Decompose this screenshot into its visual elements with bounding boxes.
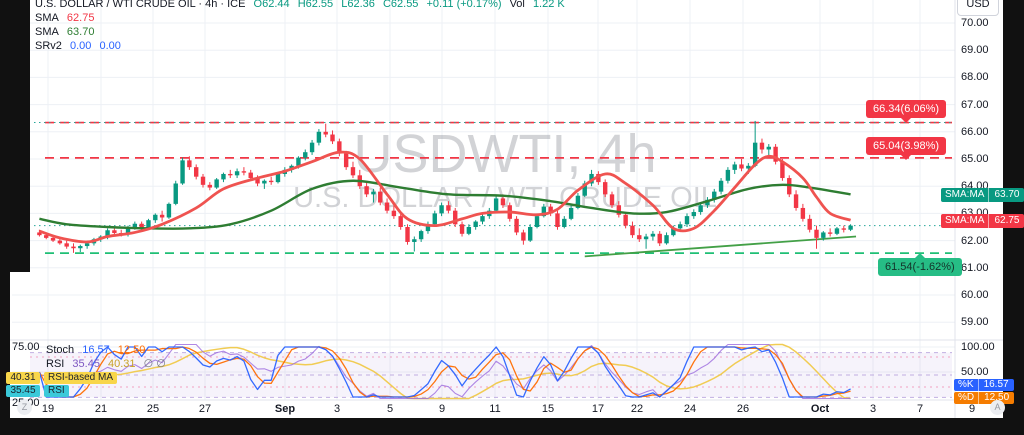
stoch-k-value: 16.57 [82,344,110,356]
axis-label: 50.00 [961,366,989,378]
time-axis-label: 27 [198,403,212,415]
sma-slow-axis-badge: SMA:MA 63.70 [941,188,1024,202]
time-axis-label: 7 [916,403,924,415]
badge-label: SMA:MA [945,215,985,226]
stoch-k-axis-badge: %K 16.57 [954,379,1014,391]
rsi-ma-left-axis-badge: 40.31 [6,372,40,384]
volume-value: 1.22 K [532,0,565,10]
trendline[interactable] [584,235,857,258]
sma-fast-label: SMA [35,12,59,24]
rsi-legend-row[interactable]: RSI 35.45 40.31 ∅ ∅ [46,357,171,370]
time-axis-label: 15 [541,403,555,415]
rsi-line [39,343,851,400]
axis-label: 100.00 [961,341,995,353]
time-axis-label: 17 [591,403,605,415]
price-level-text: 65.04(3.98%) [873,140,940,152]
rsi-hidden-bands: ∅ ∅ [143,358,166,370]
stoch-d-axis-badge: %D 12.50 [954,392,1015,404]
time-axis-label: 11 [489,403,501,415]
ohlc-open: O62.44 [253,0,290,10]
time-axis-label: 26 [736,403,750,415]
rsi-line-label: RSI [44,385,69,397]
stoch-d-value: 12.50 [117,344,146,356]
stoch-k-line [38,346,851,398]
srv2-label: SRv2 [35,40,62,52]
price-level-badge-lower: 61.54(-1.62%) [878,253,962,276]
sma-slow-value: 63.70 [66,26,95,38]
sma-fast-axis-badge: SMA:MA 62.75 [941,214,1024,228]
time-axis-label: 3 [333,403,341,415]
badge-value: 16.57 [977,379,1014,391]
badge-value: 12.50 [978,392,1014,404]
badge-label: %K [958,379,974,390]
axis-label: 69.00 [961,44,989,57]
axis-label: 59.00 [961,316,989,329]
symbol-title: U.S. DOLLAR / WTI CRUDE OIL · 4h · ICE [35,0,246,10]
frame [0,418,1024,435]
time-axis-label: 25 [146,403,160,415]
change-value: +0.11 (+0.17%) [426,0,502,10]
sma-slow-label: SMA [35,26,59,38]
badge-label: SMA:MA [945,189,985,200]
auto-scale-button[interactable]: A [990,400,1005,415]
rsi-label: RSI [46,358,65,370]
sma-fast-value: 62.75 [66,12,95,24]
symbol-legend: U.S. DOLLAR / WTI CRUDE OIL · 4h · ICE O… [35,0,570,53]
stoch-label: Stoch [46,344,75,356]
price-level-text: 61.54(-1.62%) [885,261,955,273]
time-axis-label: 9 [968,403,976,415]
rsi-left-axis-badge: 35.45 [6,385,40,397]
frame [10,0,30,272]
badge-label: %D [958,392,975,403]
axis-label: 75.00 [12,341,40,353]
srv2-value-2: 0.00 [99,40,121,52]
badge-value: 62.75 [988,214,1024,228]
ohlc-close: C62.55 [382,0,419,10]
axis-label: 70.00 [961,17,989,29]
price-level-text: 66.34(6.06%) [873,103,940,115]
time-axis-label: Oct [810,403,830,415]
badge-value: 63.70 [988,188,1024,202]
time-axis-label: 19 [41,403,55,415]
rsi-ma-line [39,343,851,400]
time-axis-label: 9 [438,403,446,415]
time-axis-label: 24 [683,403,697,415]
axis-label: 62.00 [961,234,989,247]
axis-label: 68.00 [961,71,989,84]
sma-slow-line[interactable] [39,179,851,230]
rsi-ma-value: 40.31 [108,358,136,370]
rsi-value: 35.45 [72,358,100,370]
sma-slow-legend-row[interactable]: SMA 63.70 [35,25,570,39]
sma-fast-line[interactable] [38,150,852,244]
rsi-ma-line-label: RSI-based MA [44,372,118,384]
frame [0,0,10,435]
axis-label: 66.00 [961,125,989,138]
axis-label: 61.00 [961,261,989,274]
ohlc-high: H62.55 [297,0,334,10]
timezone-button[interactable]: Z [17,400,32,415]
axis-label: 67.00 [961,98,989,111]
price-level-badge-mid: 65.04(3.98%) [866,137,947,160]
watermark-subtitle: U.S. DOLLAR / WTI CRUDE OIL [293,182,717,214]
stoch-legend-row[interactable]: Stoch 16.57 12.50 [46,344,150,356]
ohlc-low: L62.36 [341,0,375,10]
time-axis-label: 3 [869,403,877,415]
srv2-legend-row[interactable]: SRv2 0.00 0.00 [35,39,570,53]
axis-label: 60.00 [961,289,989,301]
symbol-title-row[interactable]: U.S. DOLLAR / WTI CRUDE OIL · 4h · ICE O… [35,0,570,11]
time-axis-label: 5 [386,403,394,415]
sma-fast-legend-row[interactable]: SMA 62.75 [35,11,570,25]
time-axis-label: Sep [274,403,296,415]
srv2-value-1: 0.00 [69,40,92,52]
currency-button[interactable]: USD [957,0,999,16]
price-level-badge-upper: 66.34(6.06%) [866,100,947,123]
time-axis-label: 21 [94,403,108,415]
axis-label: 65.00 [961,153,989,165]
volume-label: Vol [509,0,525,10]
time-axis-label: 22 [630,403,644,415]
